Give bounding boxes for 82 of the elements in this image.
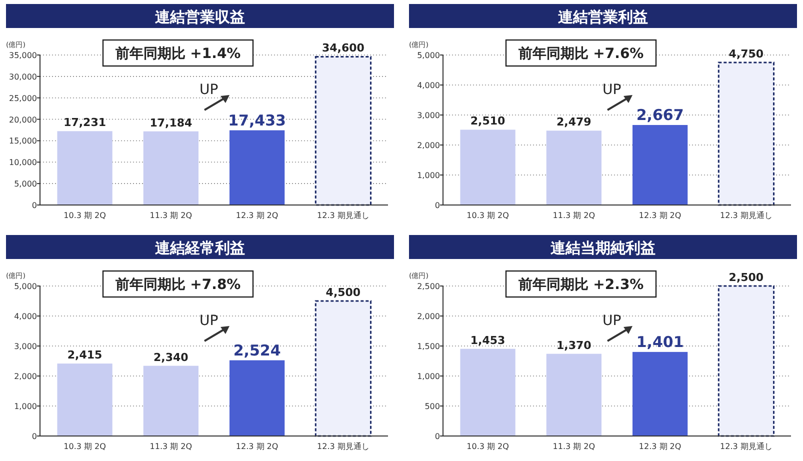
y-tick-label: 15,000: [9, 136, 37, 146]
annotation: 前年同期比 +7.6%: [517, 46, 644, 62]
x-tick-label: 11.3 期 2Q: [150, 211, 192, 220]
data-label: 17,184: [150, 116, 192, 130]
y-tick-label: 20,000: [9, 115, 37, 124]
y-tick-label: 5,000: [14, 282, 37, 291]
data-label: 4,750: [728, 48, 764, 60]
y-tick-label: 30,000: [9, 72, 37, 82]
bar: [632, 124, 688, 205]
data-label: 4,500: [326, 286, 361, 299]
y-tick-label: 2,000: [417, 141, 440, 150]
annotation: UP: [602, 313, 622, 329]
bar: [546, 130, 602, 205]
y-tick-label: 1,000: [417, 372, 440, 381]
annotation: UP: [200, 82, 218, 98]
data-label: 2,524: [233, 341, 281, 360]
y-tick-label: 4,000: [417, 81, 440, 90]
y-tick-label: 1,000: [417, 171, 440, 180]
y-tick-label: 5,000: [417, 51, 440, 60]
annotation: 前年同期比 +2.3%: [517, 277, 644, 293]
y-tick-label: 2,000: [417, 312, 440, 321]
y-tick-label: 0: [32, 432, 37, 441]
y-tick-label: 500: [424, 402, 440, 411]
x-tick-label: 10.3 期 2Q: [64, 211, 106, 220]
annotation: UP: [200, 313, 218, 329]
data-label: 2,479: [556, 116, 592, 129]
y-tick-label: 4,000: [14, 312, 37, 321]
bar: [57, 364, 112, 436]
data-label: 34,600: [322, 42, 365, 55]
data-label: 2,415: [67, 348, 102, 362]
y-tick-label: 5,000: [14, 180, 37, 189]
bar: [143, 366, 198, 436]
annotation: 前年同期比 +7.8%: [114, 277, 241, 293]
chart-title: 連結当期純利益: [550, 239, 656, 257]
chart-title: 連結営業利益: [557, 8, 648, 26]
x-tick-label: 11.3 期 2Q: [150, 442, 192, 451]
data-label: 1,453: [470, 334, 506, 347]
bar: [546, 354, 602, 436]
y-tick-label: 0: [32, 201, 37, 210]
data-label: 2,500: [728, 271, 764, 284]
data-label: 17,433: [228, 111, 286, 130]
x-tick-label: 12.3 期 2Q: [236, 442, 278, 451]
bar: [460, 348, 516, 436]
bar: [632, 352, 688, 436]
bar: [460, 130, 516, 205]
x-tick-label: 10.3 期 2Q: [64, 442, 106, 451]
data-label: 17,231: [64, 116, 106, 130]
x-tick-label: 12.3 期 2Q: [236, 211, 278, 220]
x-tick-label: 10.3 期 2Q: [466, 211, 509, 220]
y-tick-label: 2,000: [14, 372, 37, 381]
x-tick-label: 12.3 期見通し: [317, 442, 370, 451]
bar: [230, 130, 285, 205]
annotation: UP: [602, 82, 622, 98]
chart-title: 連結経常利益: [154, 239, 245, 257]
bar: [57, 131, 112, 205]
x-tick-label: 11.3 期 2Q: [552, 211, 596, 220]
y-tick-label: 2,500: [417, 282, 440, 291]
data-label: 2,340: [154, 350, 189, 364]
data-label: 2,667: [636, 106, 684, 124]
y-tick-label: 25,000: [9, 94, 37, 103]
y-tick-label: 10,000: [9, 158, 37, 168]
data-label: 2,510: [470, 114, 506, 128]
x-tick-label: 12.3 期 2Q: [638, 442, 682, 451]
y-tick-label: 1,500: [417, 342, 440, 351]
y-tick-label: 3,000: [14, 342, 37, 351]
bar: [230, 360, 285, 436]
y-tick-label: 3,000: [417, 111, 440, 120]
chart-title: 連結営業収益: [154, 8, 245, 26]
y-tick-label: 0: [434, 201, 440, 210]
data-label: 1,370: [556, 338, 592, 352]
x-tick-label: 12.3 期見通し: [317, 211, 370, 220]
x-tick-label: 12.3 期 2Q: [638, 211, 682, 220]
y-tick-label: 0: [434, 432, 440, 441]
y-tick-label: 35,000: [9, 51, 37, 60]
annotation: 前年同期比 +1.4%: [114, 46, 241, 62]
bar: [143, 131, 198, 205]
x-tick-label: 12.3 期見通し: [720, 211, 772, 220]
y-tick-label: 1,000: [14, 402, 37, 411]
data-label: 1,401: [636, 332, 684, 351]
x-tick-label: 10.3 期 2Q: [466, 442, 509, 451]
x-tick-label: 12.3 期見通し: [720, 442, 772, 451]
x-tick-label: 11.3 期 2Q: [552, 442, 596, 451]
